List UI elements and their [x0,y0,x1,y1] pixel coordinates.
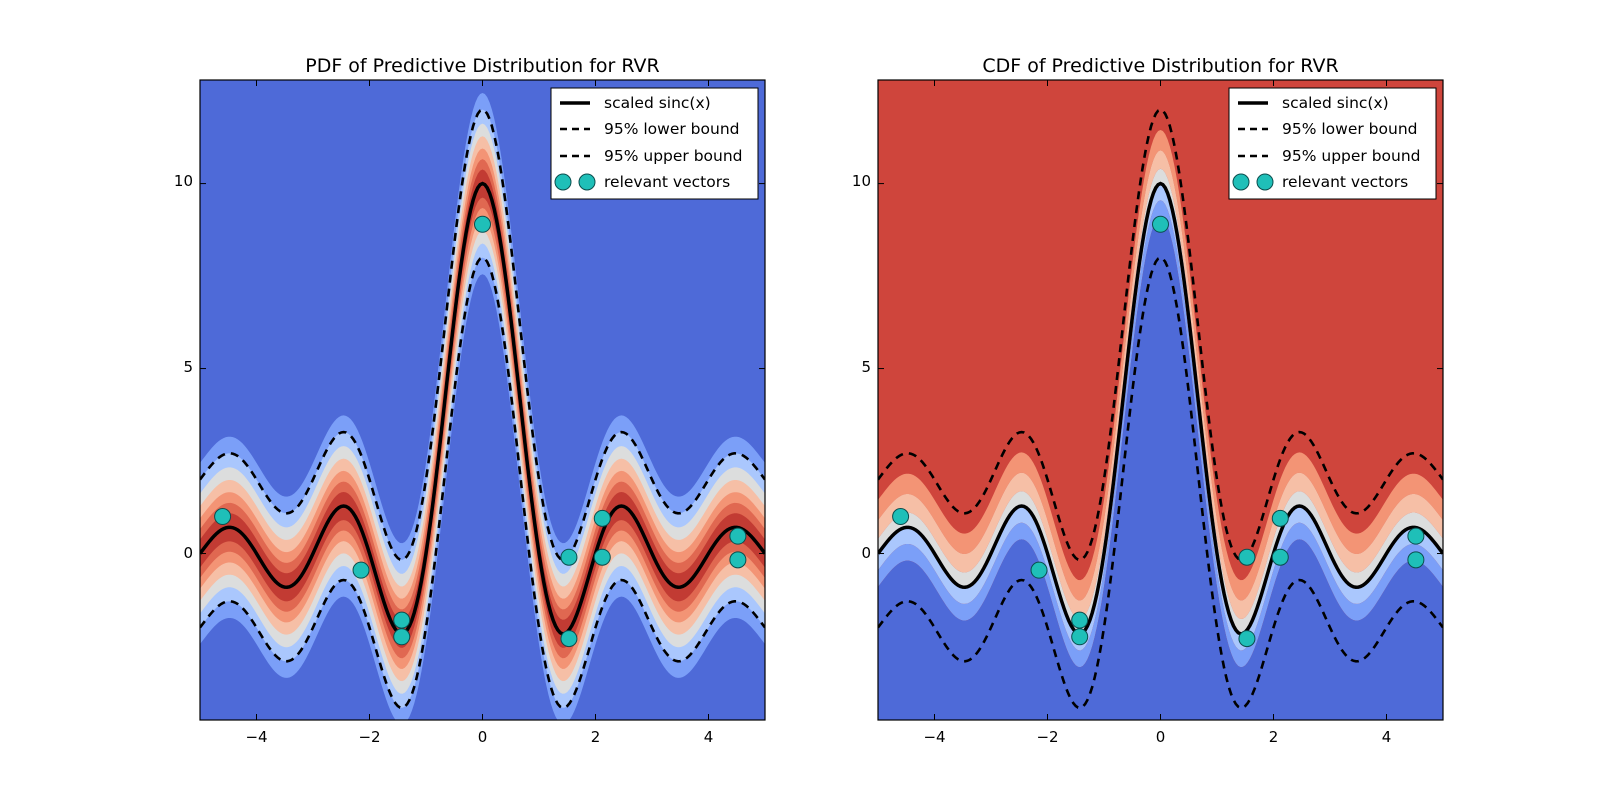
cdf-lines [878,108,1443,710]
relevant-vector-point [1407,527,1425,545]
relevant-vector-point [474,215,491,233]
legend-marker-icon [1256,173,1274,191]
cdf-xtick-label: 2 [1269,728,1279,746]
legend-marker-icon [578,173,596,191]
pdf-xtick-label: 0 [478,728,488,746]
pdf-ytick-label: 0 [183,544,193,562]
pdf-ytick-label: 10 [174,172,193,190]
legend-label: scaled sinc(x) [604,94,711,112]
pdf-legend: scaled sinc(x) 95% lower bound 95% upper… [550,87,759,200]
pdf-title: PDF of Predictive Distribution for RVR [305,55,660,77]
cdf-xtick-label: −4 [923,728,945,746]
contour-band [878,216,1443,720]
relevant-vector-point [1152,215,1169,233]
relevant-vector-point [729,527,747,545]
cdf-ytick-label: 5 [861,358,871,376]
pdf-ticks [200,80,765,720]
cdf-legend: scaled sinc(x) 95% lower bound 95% upper… [1228,87,1437,200]
relevant-vector-point [1071,628,1089,646]
cdf-xtick-label: −2 [1036,728,1058,746]
relevant-vector-point [1407,551,1425,569]
cdf-ytick-labels: 0 5 10 [852,172,871,562]
legend-label: 95% lower bound [604,120,740,138]
legend-label: 95% lower bound [1282,120,1418,138]
legend-marker-icon [554,173,572,191]
pdf-xtick-label: 4 [704,728,714,746]
pdf-lines [200,108,765,710]
relevant-vector-point [393,628,411,646]
relevant-vector-point [593,509,611,527]
relevant-vector-point [1238,548,1256,566]
cdf-xtick-label: 4 [1382,728,1392,746]
pdf-ytick-label: 5 [183,358,193,376]
relevant-vector-point [1271,509,1289,527]
pdf-relevant-vectors [214,215,747,648]
sinc-curve-line [878,181,1443,636]
legend-label: 95% upper bound [1282,147,1421,165]
relevant-vector-point [393,611,411,629]
legend-label: relevant vectors [1282,173,1408,191]
relevant-vector-point [593,548,611,566]
relevant-vector-point [729,551,747,569]
legend-label: relevant vectors [604,173,730,191]
pdf-panel: PDF of Predictive Distribution for RVR −… [174,55,766,746]
cdf-xtick-labels: −4 −2 0 2 4 [923,728,1391,746]
contour-band [200,136,765,682]
cdf-panel: CDF of Predictive Distribution for RVR −… [852,55,1444,746]
pdf-ytick-labels: 0 5 10 [174,172,193,562]
legend-marker-icon [1232,173,1250,191]
relevant-vector-point [892,508,910,526]
contour-band [200,148,765,669]
relevant-vector-point [352,561,370,579]
cdf-relevant-vectors [892,215,1425,648]
relevant-vector-point [1071,611,1089,629]
legend-label: 95% upper bound [604,147,743,165]
pdf-xtick-label: 2 [591,728,601,746]
cdf-ytick-label: 10 [852,172,871,190]
relevant-vector-point [214,508,232,526]
relevant-vector-point [560,548,578,566]
pdf-xtick-label: −4 [245,728,267,746]
sinc-curve-line [200,181,765,636]
pdf-xtick-labels: −4 −2 0 2 4 [245,728,713,746]
relevant-vector-point [1030,561,1048,579]
legend-label: scaled sinc(x) [1282,94,1389,112]
relevant-vector-point [560,630,578,648]
cdf-ytick-label: 0 [861,544,871,562]
relevant-vector-point [1238,630,1256,648]
pdf-xtick-label: −2 [358,728,380,746]
cdf-ticks [878,80,1443,720]
cdf-xtick-label: 0 [1156,728,1166,746]
cdf-title: CDF of Predictive Distribution for RVR [982,55,1338,77]
relevant-vector-point [1271,548,1289,566]
